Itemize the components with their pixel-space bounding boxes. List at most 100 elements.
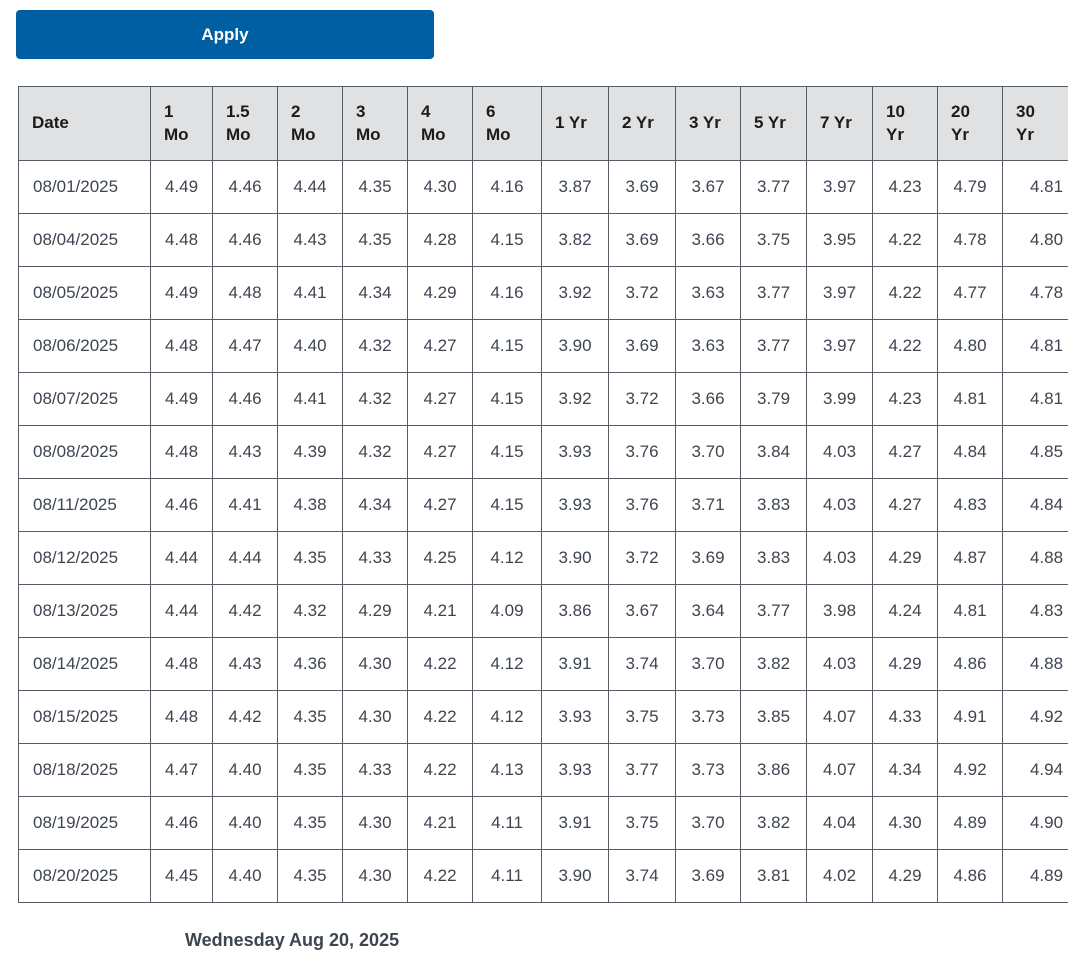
table-row: 08/08/2025 4.48 4.43 4.39 4.32 4.27 4.15 3.93 3.…	[18, 425, 1068, 479]
rate-cell: 3.71	[675, 478, 741, 532]
rate-cell: 4.27	[407, 478, 473, 532]
rate-cell: 3.70	[675, 796, 741, 850]
rate-cell: 4.43	[212, 425, 278, 479]
column-header-maturity: 30 Yr	[1002, 86, 1068, 161]
rate-cell: 3.82	[740, 796, 807, 850]
rate-cell: 4.80	[1002, 213, 1068, 267]
rate-cell: 3.92	[541, 266, 609, 320]
column-header-maturity: 1 Yr	[541, 86, 609, 161]
table-row: 08/18/2025 4.47 4.40 4.35 4.33 4.22 4.13 3.93 3.…	[18, 743, 1068, 797]
rate-cell: 3.86	[740, 743, 807, 797]
rate-cell: 4.23	[872, 160, 938, 214]
rate-cell: 4.21	[407, 584, 473, 638]
rate-cell: 4.32	[342, 319, 408, 373]
rate-cell: 3.82	[541, 213, 609, 267]
rate-cell: 4.47	[212, 319, 278, 373]
rate-cell: 4.85	[1002, 425, 1068, 479]
rate-cell: 4.44	[277, 160, 343, 214]
rate-cell: 3.90	[541, 849, 609, 903]
rate-cell: 4.88	[1002, 531, 1068, 585]
rate-cell: 4.22	[407, 690, 473, 744]
rate-cell: 4.22	[407, 637, 473, 691]
date-cell: 08/05/2025	[18, 266, 151, 320]
rate-cell: 4.29	[407, 266, 473, 320]
rate-cell: 4.34	[342, 266, 408, 320]
rate-cell: 4.15	[472, 425, 542, 479]
rate-cell: 3.97	[806, 319, 873, 373]
rate-cell: 3.75	[608, 796, 676, 850]
rate-cell: 4.32	[342, 425, 408, 479]
rate-cell: 4.78	[1002, 266, 1068, 320]
rate-cell: 4.87	[937, 531, 1003, 585]
date-cell: 08/08/2025	[18, 425, 151, 479]
rate-cell: 4.22	[872, 319, 938, 373]
rate-cell: 3.77	[740, 319, 807, 373]
rate-cell: 4.15	[472, 478, 542, 532]
rate-cell: 4.78	[937, 213, 1003, 267]
rate-cell: 4.77	[937, 266, 1003, 320]
rate-cell: 4.86	[937, 637, 1003, 691]
rate-cell: 3.67	[675, 160, 741, 214]
column-header-maturity: 6 Mo	[472, 86, 542, 161]
rate-cell: 4.83	[1002, 584, 1068, 638]
rate-cell: 4.28	[407, 213, 473, 267]
rate-cell: 3.63	[675, 319, 741, 373]
rate-cell: 4.22	[407, 849, 473, 903]
date-cell: 08/13/2025	[18, 584, 151, 638]
rate-cell: 4.35	[277, 849, 343, 903]
rate-cell: 4.03	[806, 425, 873, 479]
table-row: 08/06/2025 4.48 4.47 4.40 4.32 4.27 4.15 3.90 3.…	[18, 319, 1068, 373]
rate-cell: 4.33	[342, 531, 408, 585]
rate-cell: 4.29	[342, 584, 408, 638]
apply-button[interactable]: Apply	[16, 10, 434, 59]
rate-cell: 4.35	[277, 690, 343, 744]
rate-cell: 4.34	[342, 478, 408, 532]
table-row: 08/14/2025 4.48 4.43 4.36 4.30 4.22 4.12 3.91 3.…	[18, 637, 1068, 691]
rate-cell: 4.29	[872, 849, 938, 903]
current-date-label: Wednesday Aug 20, 2025	[185, 930, 400, 950]
rate-cell: 4.81	[1002, 319, 1068, 373]
rate-cell: 3.93	[541, 690, 609, 744]
yield-table-body: 08/01/2025 4.49 4.46 4.44 4.35 4.30 4.16 3.87 3.…	[18, 160, 1068, 903]
rate-cell: 4.30	[342, 637, 408, 691]
column-header-maturity: 20 Yr	[937, 86, 1003, 161]
date-cell: 08/06/2025	[18, 319, 151, 373]
rate-cell: 4.44	[150, 531, 213, 585]
rate-cell: 3.72	[608, 531, 676, 585]
rate-cell: 4.41	[277, 266, 343, 320]
yield-table-container: Date 1 Mo 1.5 Mo 2 Mo 3 Mo 4 Mo 6 Mo 1 Yr 2 Yr 3 …	[18, 86, 1068, 903]
rate-cell: 3.97	[806, 160, 873, 214]
rate-cell: 4.27	[872, 478, 938, 532]
rate-cell: 3.91	[541, 637, 609, 691]
rate-cell: 4.12	[472, 637, 542, 691]
rate-cell: 3.75	[740, 213, 807, 267]
rate-cell: 4.35	[342, 213, 408, 267]
rate-cell: 4.81	[937, 584, 1003, 638]
rate-cell: 4.79	[937, 160, 1003, 214]
column-header-maturity: 3 Yr	[675, 86, 741, 161]
rate-cell: 4.12	[472, 531, 542, 585]
rate-cell: 4.12	[472, 690, 542, 744]
rate-cell: 3.86	[541, 584, 609, 638]
rate-cell: 3.84	[740, 425, 807, 479]
rate-cell: 4.11	[472, 849, 542, 903]
rate-cell: 4.40	[277, 319, 343, 373]
rate-cell: 4.22	[872, 266, 938, 320]
rate-cell: 4.16	[472, 266, 542, 320]
column-header-maturity: 2 Mo	[277, 86, 343, 161]
date-cell: 08/07/2025	[18, 372, 151, 426]
table-row: 08/19/2025 4.46 4.40 4.35 4.30 4.21 4.11 3.91 3.…	[18, 796, 1068, 850]
rate-cell: 3.91	[541, 796, 609, 850]
rate-cell: 4.39	[277, 425, 343, 479]
rate-cell: 4.42	[212, 690, 278, 744]
rate-cell: 4.86	[937, 849, 1003, 903]
column-header-maturity: 5 Yr	[740, 86, 807, 161]
rate-cell: 4.15	[472, 372, 542, 426]
rate-cell: 4.27	[872, 425, 938, 479]
rate-cell: 3.83	[740, 531, 807, 585]
rate-cell: 3.97	[806, 266, 873, 320]
rate-cell: 4.30	[407, 160, 473, 214]
rate-cell: 4.04	[806, 796, 873, 850]
rate-cell: 4.34	[872, 743, 938, 797]
rate-cell: 4.41	[277, 372, 343, 426]
